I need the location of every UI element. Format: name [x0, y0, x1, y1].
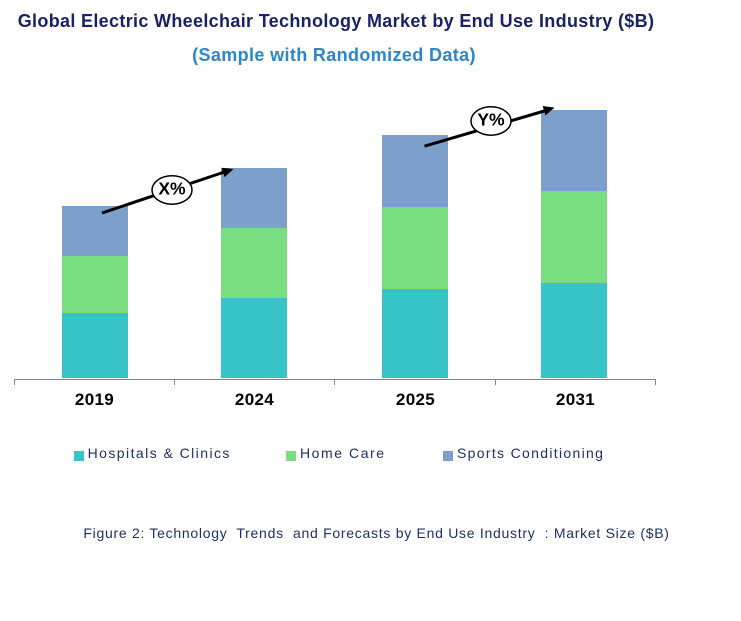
- svg-text:Y%: Y%: [477, 110, 505, 130]
- svg-text:X%: X%: [158, 179, 186, 199]
